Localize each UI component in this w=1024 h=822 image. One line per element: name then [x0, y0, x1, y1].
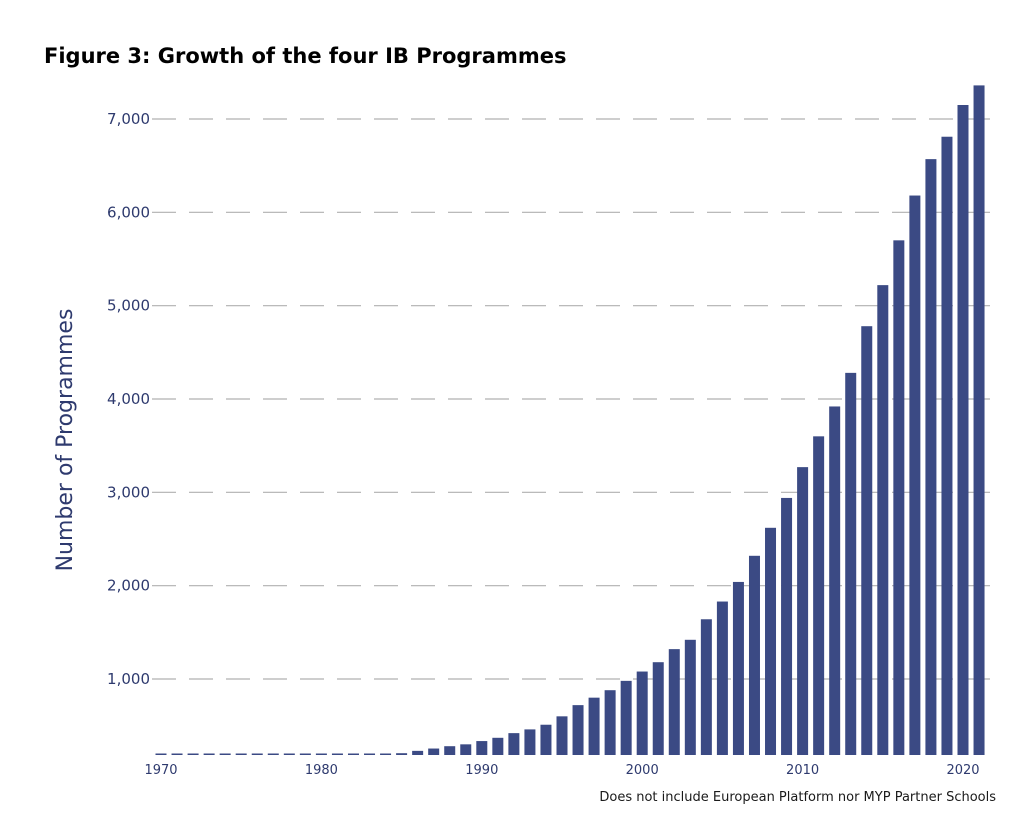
bar — [668, 649, 680, 755]
bar — [476, 741, 488, 755]
bar — [604, 690, 616, 755]
y-tick-label: 2,000 — [107, 577, 150, 595]
bar — [652, 662, 664, 755]
x-tick-label: 1990 — [465, 763, 498, 778]
bar — [765, 527, 777, 755]
bar — [861, 326, 873, 755]
chart-title: Figure 3: Growth of the four IB Programm… — [44, 44, 567, 68]
x-tick-label: 1970 — [144, 763, 177, 778]
bar — [813, 436, 825, 755]
bar — [364, 753, 376, 755]
bar — [829, 406, 841, 755]
y-axis-ticks: 1,000 2,000 3,000 4,000 5,000 6,000 7,000 — [107, 110, 150, 688]
x-tick-label: 1980 — [305, 763, 338, 778]
y-tick-label: 4,000 — [107, 390, 150, 408]
bar — [428, 748, 440, 755]
bar — [781, 497, 793, 755]
bar — [251, 753, 263, 755]
bar — [732, 581, 744, 755]
bar — [925, 159, 937, 756]
x-tick-label: 2000 — [626, 763, 659, 778]
bar — [941, 136, 953, 755]
bar — [219, 753, 231, 755]
bar — [748, 555, 760, 755]
x-axis-ticks: 1970 1980 1990 2000 2010 2020 — [144, 763, 979, 778]
bar — [556, 716, 568, 755]
bar — [235, 753, 247, 755]
bar — [909, 195, 921, 756]
y-tick-label: 6,000 — [107, 203, 150, 221]
bar — [396, 753, 408, 755]
bar — [684, 639, 696, 755]
bar — [893, 240, 905, 756]
y-tick-label: 3,000 — [107, 483, 150, 501]
bar — [620, 680, 632, 755]
bar — [877, 285, 889, 755]
bar — [716, 601, 728, 755]
bar — [572, 705, 584, 755]
bar — [412, 750, 424, 755]
bar — [973, 85, 985, 755]
bar — [267, 753, 279, 755]
bar — [347, 753, 359, 755]
bar — [315, 753, 327, 755]
bar — [299, 753, 311, 755]
y-tick-label: 7,000 — [107, 110, 150, 128]
bar — [524, 729, 536, 755]
bar — [331, 753, 343, 755]
bar-series — [155, 85, 985, 756]
bar — [845, 372, 857, 755]
bar — [957, 105, 969, 755]
bar — [797, 467, 809, 755]
y-axis-title: Number of Programmes — [53, 309, 78, 572]
footnote: Does not include European Platform nor M… — [599, 790, 996, 805]
bar — [380, 753, 392, 755]
y-tick-label: 1,000 — [107, 670, 150, 688]
y-tick-label: 5,000 — [107, 297, 150, 315]
bar — [187, 753, 199, 755]
x-tick-label: 2010 — [786, 763, 819, 778]
bar — [508, 733, 520, 755]
bar-chart: 1,000 2,000 3,000 4,000 5,000 6,000 7,000 1970… — [53, 85, 992, 778]
x-tick-label: 2020 — [946, 763, 979, 778]
bar — [540, 724, 552, 755]
bar — [700, 619, 712, 755]
bar — [444, 746, 456, 755]
bar — [492, 737, 504, 755]
bar — [588, 697, 600, 755]
gridlines — [152, 118, 992, 680]
bar — [155, 753, 167, 755]
bar — [203, 753, 215, 755]
bar — [171, 753, 183, 755]
bar — [636, 671, 648, 755]
bar — [283, 753, 295, 755]
bar — [460, 744, 472, 755]
